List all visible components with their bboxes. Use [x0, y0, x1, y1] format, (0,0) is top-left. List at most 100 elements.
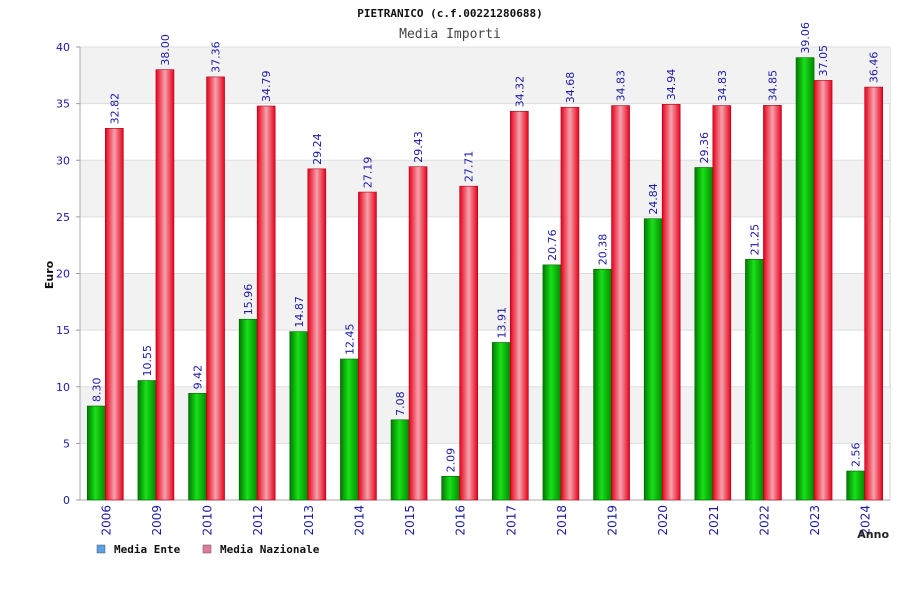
bar-media-ente — [492, 342, 511, 501]
bar-media-nazionale — [358, 191, 377, 501]
bar-media-ente — [87, 405, 106, 501]
bar-media-nazionale — [510, 111, 529, 501]
data-label-media-nazionale: 29.24 — [311, 133, 324, 165]
x-tick-label: 2016 — [454, 505, 468, 536]
x-axis-label: Anno — [857, 528, 889, 541]
bar-media-ente — [188, 393, 207, 501]
y-tick-label: 40 — [56, 41, 70, 54]
bar-media-ente — [643, 218, 663, 501]
legend-label-media-ente: Media Ente — [114, 543, 181, 556]
bar-media-ente — [694, 167, 714, 501]
legend-swatch-media-ente — [96, 544, 106, 554]
bar-media-nazionale — [864, 86, 883, 501]
legend: Media Ente Media Nazionale — [96, 543, 320, 556]
bar-media-nazionale — [611, 105, 630, 501]
bar-media-nazionale — [206, 76, 225, 501]
data-label-media-nazionale: 37.05 — [817, 45, 830, 77]
data-label-media-ente: 2.09 — [445, 448, 458, 473]
chart-title: PIETRANICO (c.f.00221280688) — [357, 7, 542, 20]
x-tick-label: 2018 — [555, 505, 569, 536]
data-label-media-nazionale: 37.36 — [210, 41, 223, 73]
data-label-media-nazionale: 34.32 — [513, 76, 526, 108]
y-tick-label: 25 — [56, 211, 70, 224]
legend-swatch-media-nazionale — [202, 544, 212, 554]
x-tick-label: 2006 — [99, 505, 113, 536]
x-tick-label: 2013 — [302, 505, 316, 536]
bar-media-ente — [795, 57, 815, 501]
x-tick-label: 2023 — [808, 505, 822, 536]
x-tick-label: 2022 — [757, 505, 771, 536]
data-label-media-ente: 24.84 — [647, 183, 660, 215]
bar-media-ente — [441, 476, 460, 501]
data-label-media-ente: 20.76 — [546, 229, 559, 261]
x-tick-label: 2017 — [504, 505, 518, 536]
data-label-media-ente: 14.87 — [293, 296, 306, 328]
y-tick-label: 10 — [56, 381, 70, 394]
bar-media-ente — [238, 318, 258, 501]
data-label-media-ente: 8.30 — [90, 378, 103, 403]
x-tick-label: 2012 — [251, 505, 265, 536]
data-label-media-ente: 20.38 — [597, 234, 610, 266]
data-label-media-nazionale: 27.19 — [361, 157, 374, 189]
y-tick-label: 5 — [63, 437, 70, 450]
x-tick-label: 2009 — [150, 505, 164, 536]
bar-media-ente — [593, 268, 612, 501]
data-label-media-ente: 21.25 — [748, 224, 761, 256]
data-label-media-ente: 9.42 — [192, 365, 205, 390]
y-tick-label: 35 — [56, 98, 70, 111]
data-label-media-nazionale: 36.46 — [868, 52, 881, 84]
data-label-media-nazionale: 34.85 — [766, 70, 779, 102]
bar-media-nazionale — [459, 185, 478, 501]
data-label-media-nazionale: 34.79 — [260, 71, 273, 103]
bar-media-nazionale — [307, 168, 327, 501]
bar-labels: 8.30 32.82 10.55 38.00 9.42 37.36 15.96 34.79 14… — [90, 22, 880, 472]
x-tick-label: 2010 — [201, 505, 215, 536]
bar-media-nazionale — [560, 106, 580, 501]
bar-media-nazionale — [763, 105, 782, 501]
y-axis-label: Euro — [43, 260, 56, 289]
bar-media-nazionale — [813, 80, 833, 501]
y-tick-label: 20 — [56, 268, 70, 281]
data-label-media-nazionale: 29.43 — [412, 131, 425, 163]
chart-subtitle: Media Importi — [399, 27, 501, 42]
x-tick-label: 2024 — [859, 505, 873, 536]
bar-media-ente — [745, 259, 764, 501]
x-tick-label: 2014 — [352, 505, 366, 536]
data-label-media-ente: 13.91 — [495, 307, 508, 339]
y-tick-label: 30 — [56, 154, 70, 167]
bar-media-nazionale — [155, 69, 175, 501]
data-label-media-nazionale: 38.00 — [159, 34, 172, 66]
bar-media-nazionale — [256, 105, 276, 501]
data-label-media-nazionale: 34.83 — [615, 70, 628, 102]
x-axis-ticks: 2006 2009 2010 2012 2013 2014 2015 2016 2017 2018… — [99, 505, 872, 536]
y-tick-label: 0 — [63, 494, 70, 507]
data-label-media-ente: 15.96 — [242, 284, 255, 316]
data-label-media-nazionale: 27.71 — [463, 151, 476, 183]
data-label-media-nazionale: 34.83 — [716, 70, 729, 102]
bar-media-ente — [846, 470, 865, 501]
data-label-media-ente: 29.36 — [698, 132, 711, 164]
bar-media-ente — [340, 358, 359, 501]
x-tick-label: 2020 — [656, 505, 670, 536]
data-label-media-ente: 12.45 — [343, 324, 356, 356]
bar-media-ente — [137, 380, 157, 501]
data-label-media-nazionale: 34.94 — [665, 69, 678, 101]
data-label-media-ente: 7.08 — [394, 391, 407, 416]
bars — [87, 57, 883, 501]
x-tick-label: 2021 — [707, 505, 721, 536]
legend-label-media-nazionale: Media Nazionale — [220, 543, 320, 556]
bar-media-nazionale — [661, 104, 681, 501]
data-label-media-nazionale: 34.68 — [564, 72, 577, 104]
bar-media-ente — [542, 264, 562, 501]
data-label-media-ente: 2.56 — [850, 443, 863, 468]
data-label-media-ente: 39.06 — [799, 22, 812, 54]
bar-media-ente — [390, 419, 410, 501]
bar-media-nazionale — [105, 128, 124, 501]
bar-media-nazionale — [408, 166, 428, 501]
y-tick-label: 15 — [56, 324, 70, 337]
data-label-media-nazionale: 32.82 — [108, 93, 121, 125]
bar-media-ente — [289, 331, 309, 501]
data-label-media-ente: 10.55 — [141, 345, 154, 377]
x-tick-label: 2015 — [403, 505, 417, 536]
